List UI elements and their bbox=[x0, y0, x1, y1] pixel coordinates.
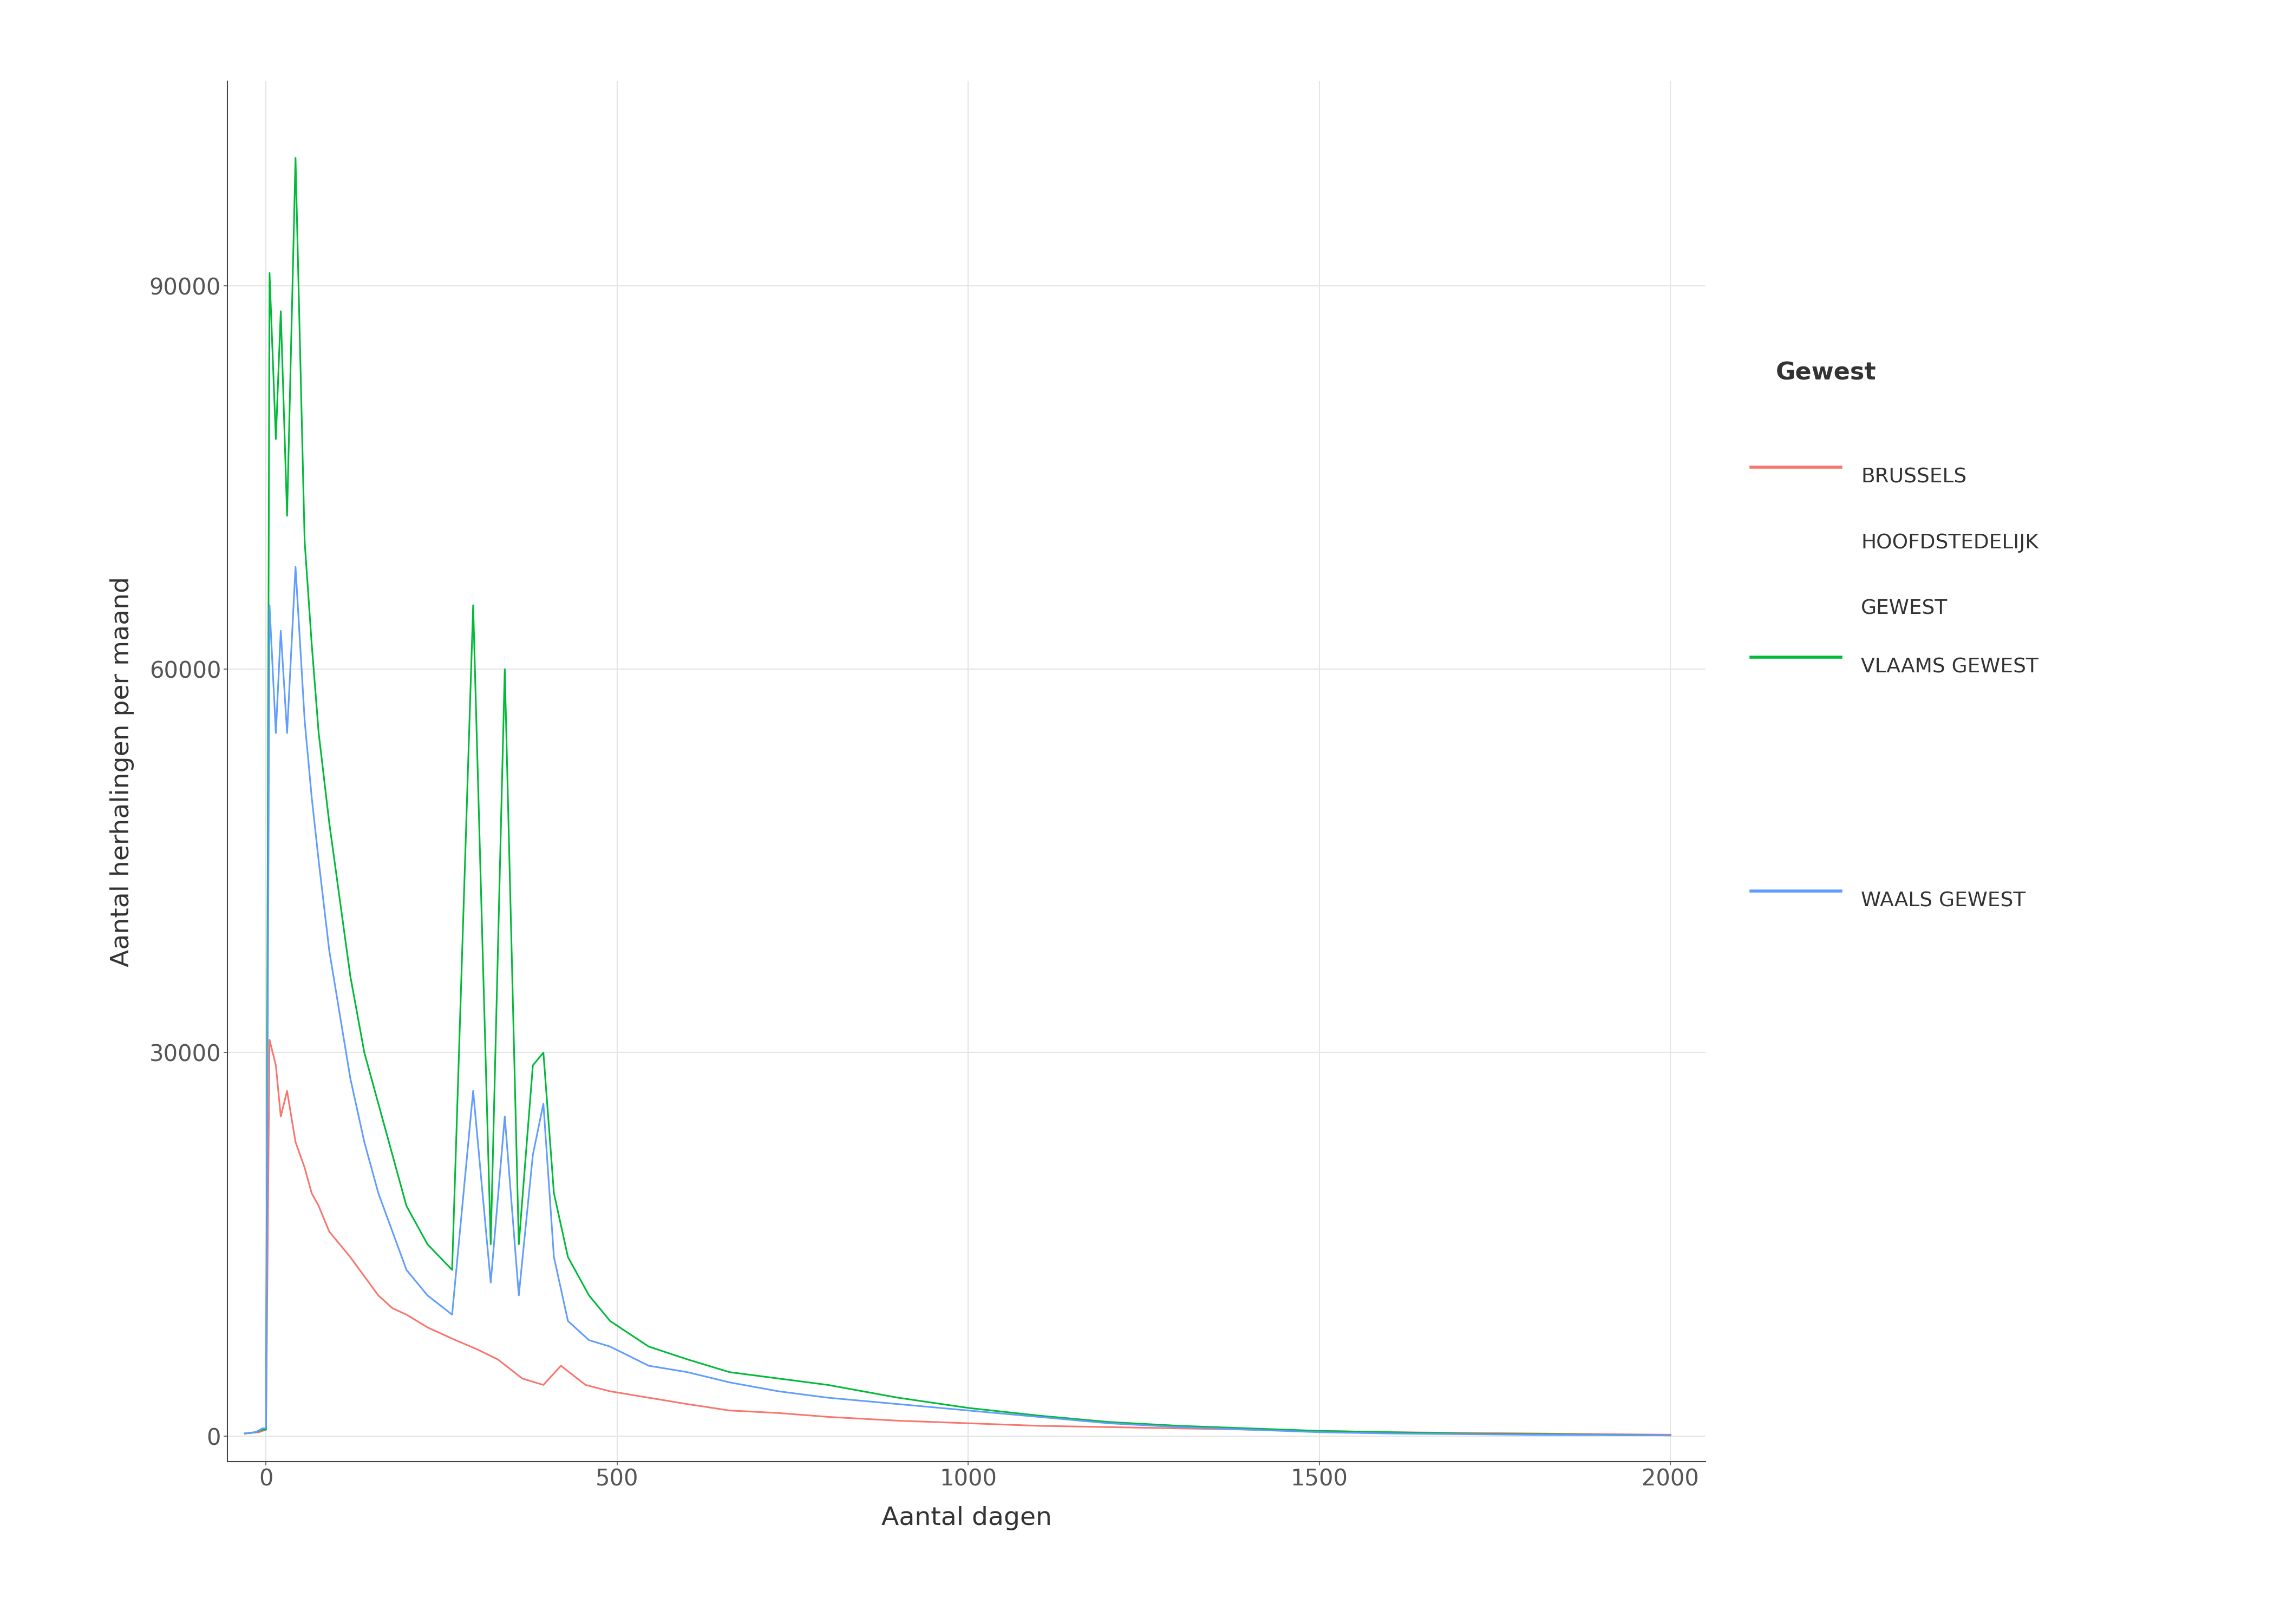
Text: WAALS GEWEST: WAALS GEWEST bbox=[1860, 892, 2026, 911]
Text: HOOFDSTEDELIJK: HOOFDSTEDELIJK bbox=[1860, 533, 2038, 552]
Text: GEWEST: GEWEST bbox=[1860, 599, 1949, 619]
Y-axis label: Aantal herhalingen per maand: Aantal herhalingen per maand bbox=[109, 577, 134, 966]
X-axis label: Aantal dagen: Aantal dagen bbox=[882, 1505, 1051, 1530]
Text: BRUSSELS: BRUSSELS bbox=[1860, 468, 1967, 487]
Text: VLAAMS GEWEST: VLAAMS GEWEST bbox=[1860, 658, 2038, 677]
Text: Gewest: Gewest bbox=[1776, 362, 1876, 385]
